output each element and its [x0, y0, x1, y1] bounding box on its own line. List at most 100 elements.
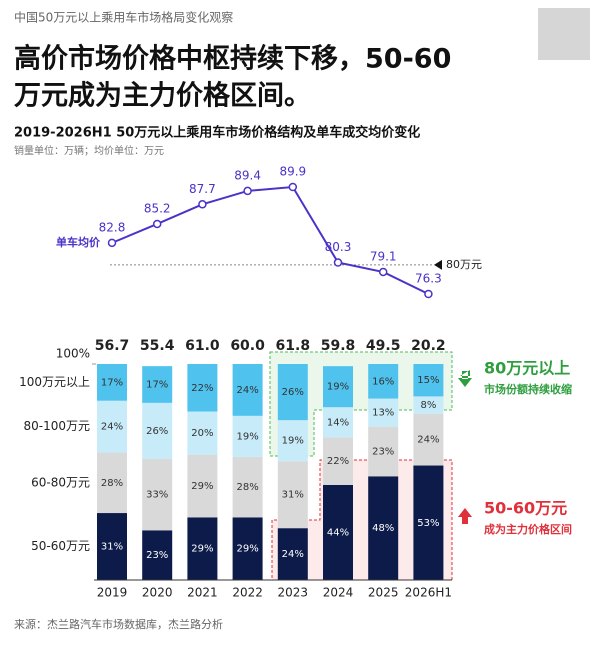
bar-segment: [142, 459, 173, 531]
bar-segment: [413, 465, 444, 580]
data-label: 48%: [372, 523, 394, 534]
data-label: 89.9: [279, 165, 306, 179]
data-label: 19%: [282, 436, 304, 447]
line: [111, 185, 429, 295]
bar-segment: [413, 364, 444, 397]
bar-segment: [187, 411, 218, 455]
bar-segment: [368, 364, 399, 399]
data-label: 44%: [327, 527, 349, 538]
annotation: 80万元以上: [484, 359, 570, 378]
qr-code: [538, 8, 590, 60]
bar-segment: [142, 366, 173, 403]
legend-label: 100万元以上: [19, 375, 90, 389]
point: [198, 200, 207, 209]
data-label: 22%: [191, 383, 213, 394]
x-tick-label: 2026H1: [405, 586, 452, 600]
point: [152, 219, 162, 229]
x-tick-label: 2023: [278, 586, 309, 600]
data-label: 29%: [191, 544, 213, 555]
highlight-box: [269, 351, 453, 457]
data-label: 28%: [101, 478, 123, 489]
bar-segment: [368, 426, 399, 477]
bar-segment: [232, 517, 263, 580]
point: [424, 289, 433, 299]
point: [243, 186, 252, 196]
data-label: 19%: [236, 431, 258, 442]
data-label: 15%: [417, 375, 439, 386]
total-label: 60.0: [230, 338, 265, 354]
data-label: 24%: [282, 549, 304, 560]
total-label: 20.2: [411, 338, 446, 354]
bar-segment: [323, 407, 353, 438]
subtitle: 2019-2026H1 50万元以上乘用车市场价格结构及单车成交均价变化: [14, 125, 420, 141]
reference-label: 80万元: [446, 258, 482, 271]
data-label: 80.3: [325, 240, 352, 254]
total-label: 61.0: [185, 338, 220, 354]
bar-segment: [97, 513, 127, 580]
data-label: 8%: [420, 400, 436, 411]
bar-segment: [232, 364, 263, 416]
bar-segment: [323, 366, 353, 408]
data-label: 17%: [146, 380, 168, 391]
bar-segment: [368, 398, 399, 427]
total-label: 56.7: [95, 338, 130, 354]
point: [288, 182, 298, 192]
data-label: 23%: [146, 550, 168, 561]
data-label: 20%: [191, 428, 213, 439]
bar-segment: [97, 452, 127, 514]
x-tick-label: 2024: [323, 586, 354, 600]
title: 高价市场价格中枢持续下移，50-60: [14, 43, 451, 75]
header: 中国50万元以上乘用车市场格局变化观察: [14, 10, 233, 25]
source: 来源：杰兰路汽车市场数据库，杰兰路分析: [14, 617, 223, 631]
legend-label: 60-80万元: [31, 475, 90, 489]
data-label: 87.7: [189, 182, 216, 196]
bar-segment: [232, 415, 263, 457]
data-label: 53%: [417, 518, 439, 529]
data-label: 28%: [236, 482, 258, 493]
bar-segment: [97, 364, 127, 401]
bar-segment: [232, 456, 263, 518]
data-label: 26%: [146, 426, 168, 437]
data-label: 22%: [327, 456, 349, 467]
data-label: 79.1: [370, 249, 397, 263]
bar-segment: [368, 476, 399, 580]
title: 万元成为主力价格区间。: [14, 81, 311, 112]
data-label: 24%: [101, 422, 123, 433]
point: [378, 267, 388, 277]
x-tick-label: 2021: [187, 586, 218, 600]
reference-arrow: [434, 259, 442, 270]
x-tick-label: 2020: [142, 586, 173, 600]
point: [333, 258, 343, 267]
data-label: 76.3: [415, 272, 442, 286]
bar-segment: [277, 528, 308, 580]
bar-segment: [97, 400, 127, 453]
data-label: 31%: [101, 542, 123, 553]
bar-segment: [142, 530, 173, 580]
point: [107, 238, 117, 248]
x-tick-label: 2022: [232, 586, 263, 600]
data-label: 16%: [372, 376, 394, 387]
bar-segment: [277, 420, 308, 462]
data-label: 14%: [327, 417, 349, 428]
annotation: 50-60万元: [484, 499, 567, 518]
data-label: 24%: [417, 435, 439, 446]
line-label: 单车均价: [56, 235, 101, 249]
y-tick-label: 100%: [56, 347, 90, 361]
data-label: 19%: [327, 382, 349, 393]
data-label: 26%: [282, 387, 304, 398]
unit-note: 销量单位：万辆；均价单位：万元: [14, 144, 164, 157]
x-tick-label: 2019: [97, 586, 128, 600]
data-label: 29%: [236, 544, 258, 555]
bar-segment: [142, 402, 173, 460]
annotation: 成为主力价格区间: [484, 522, 572, 536]
x-tick-label: 2025: [368, 586, 399, 600]
data-label: 13%: [372, 408, 394, 419]
legend-label: 80-100万元: [23, 419, 90, 433]
bar-segment: [187, 517, 218, 580]
data-label: 23%: [372, 446, 394, 457]
bar-segment: [187, 364, 218, 412]
data-label: 89.4: [234, 168, 261, 182]
arrow: [458, 508, 472, 524]
data-label: 31%: [282, 490, 304, 501]
